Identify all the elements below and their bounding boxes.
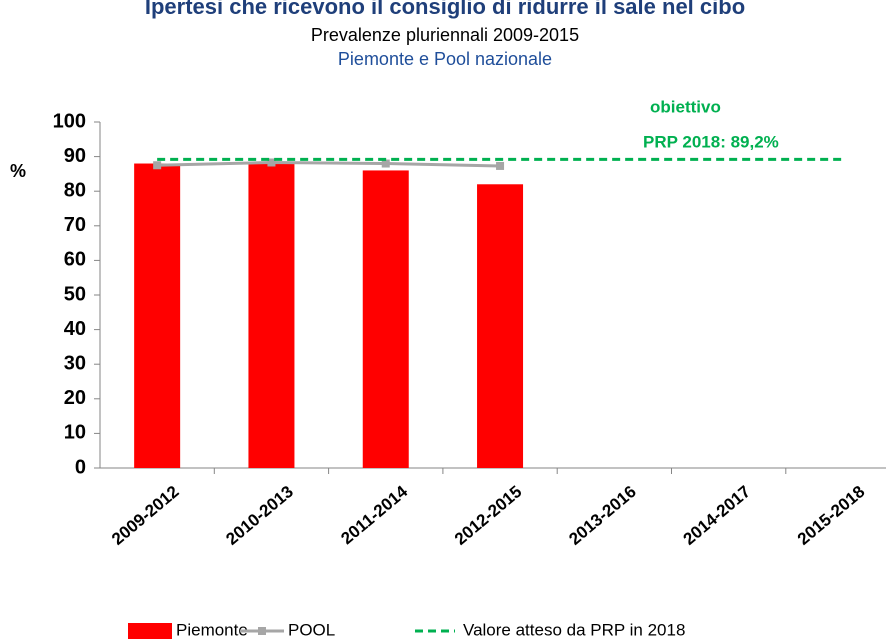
bar xyxy=(362,170,409,468)
y-tick-label: 80 xyxy=(64,179,86,201)
y-tick-label: 50 xyxy=(64,283,86,305)
x-tick-label: 2012-2015 xyxy=(451,482,526,549)
bar xyxy=(134,163,181,468)
x-tick-label: 2010-2013 xyxy=(222,482,297,549)
y-tick-label: 0 xyxy=(75,456,86,478)
y-tick-label: 90 xyxy=(64,145,86,167)
legend-label: Valore atteso da PRP in 2018 xyxy=(463,620,685,639)
y-tick-label: 20 xyxy=(64,387,86,409)
x-tick-label: 2015-2018 xyxy=(794,482,869,549)
subtitle: Piemonte e Pool nazionale xyxy=(338,49,552,69)
x-tick-label: 2013-2016 xyxy=(565,482,640,549)
y-tick-label: 40 xyxy=(64,318,86,340)
bar xyxy=(477,184,524,468)
marker xyxy=(267,158,276,167)
annotation: PRP 2018: 89,2% xyxy=(643,132,779,151)
y-tick-label: 10 xyxy=(64,422,86,444)
marker xyxy=(153,161,162,170)
bar xyxy=(248,163,295,468)
chart-title: Ipertesi che ricevono il consiglio di ri… xyxy=(145,0,745,19)
legend-swatch xyxy=(128,623,172,639)
y-tick-label: 70 xyxy=(64,214,86,236)
annotation: obiettivo xyxy=(650,97,721,116)
y-tick-label: 60 xyxy=(64,249,86,271)
legend-label: Piemonte xyxy=(176,620,248,639)
y-axis-label: % xyxy=(10,161,26,181)
marker xyxy=(381,159,390,168)
marker xyxy=(496,161,505,170)
subtitle: Prevalenze pluriennali 2009-2015 xyxy=(311,25,579,45)
y-tick-label: 100 xyxy=(53,110,86,132)
y-tick-label: 30 xyxy=(64,352,86,374)
legend-swatch xyxy=(258,627,266,635)
x-tick-label: 2011-2014 xyxy=(337,482,411,549)
x-tick-label: 2014-2017 xyxy=(680,482,755,549)
x-tick-label: 2009-2012 xyxy=(108,482,183,549)
line xyxy=(157,160,501,168)
legend-label: POOL xyxy=(288,620,335,639)
